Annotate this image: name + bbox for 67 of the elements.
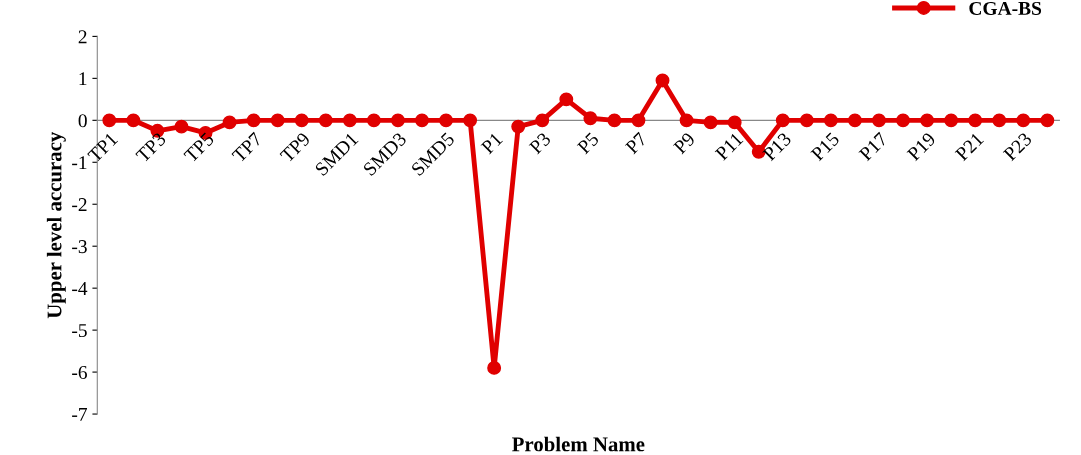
point [992,113,1007,128]
x-tick-label: TP1 [87,132,119,164]
x-tick-label: TP3 [135,131,167,164]
x-tick-label: P9 [672,131,696,155]
point [944,113,959,128]
x-tick-label: P13 [762,131,792,162]
y-tick-label: 1 [79,72,87,86]
x-tick-label: P21 [954,132,984,162]
x-tick-label: TP9 [279,131,311,164]
point [174,119,189,134]
y-tick-label: 0 [78,114,87,128]
point [439,113,453,128]
point [727,115,742,130]
point [511,119,526,134]
y-tick-label: -3 [72,240,87,254]
point [487,360,502,375]
y-tick-label: -1 [72,156,87,170]
x-tick-label: P17 [858,131,889,162]
point [631,113,646,128]
point [318,113,333,128]
point [102,113,117,128]
x-tick-label: P11 [714,132,744,161]
point [463,113,478,128]
x-tick-label: P1 [480,132,503,155]
point [872,113,886,128]
x-axis-title: Problem Name [512,436,645,452]
point [1040,113,1055,128]
point [294,113,309,128]
point [703,115,718,130]
y-tick-label: -4 [72,282,88,295]
point [896,113,910,128]
point [655,73,670,88]
x-tick-label: P19 [906,131,937,162]
y-tick-label: -7 [72,408,88,421]
point [270,113,285,128]
point [775,113,790,128]
point [823,113,838,128]
point [847,113,862,128]
y-tick-label: 2 [78,30,87,44]
point [246,113,261,128]
x-tick-label: P3 [528,131,552,155]
point [415,113,429,128]
x-tick-label: TP5 [183,131,215,164]
y-tick-label: -5 [72,324,87,338]
legend-label: CGA-BS [969,1,1042,15]
point [920,113,935,128]
x-tick-label: P5 [576,131,600,155]
point [583,111,598,126]
x-tick-label: P23 [1002,131,1033,162]
y-axis-title: Upper level accuracy [46,131,66,319]
x-tick-label: TP7 [231,131,263,164]
point [342,113,357,128]
y-tick-label: -6 [72,365,87,380]
point [222,115,237,130]
point [559,92,574,107]
point [390,113,405,128]
point [126,113,141,128]
point [799,113,814,128]
point [607,113,622,128]
point [968,113,983,128]
y-tick-label: -2 [72,198,87,211]
point [679,113,694,128]
point [535,113,550,128]
x-tick-label: P15 [810,131,841,162]
point [1016,113,1031,128]
point [366,113,381,128]
x-tick-label: P7 [624,131,648,155]
